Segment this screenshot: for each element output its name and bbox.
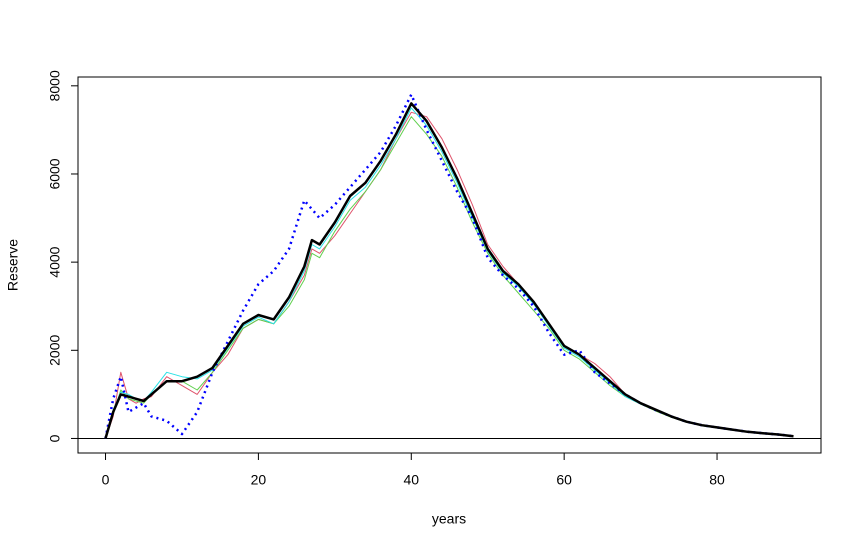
y-tick-label: 6000: [47, 158, 63, 189]
series-line: [104, 102, 794, 439]
y-tick-label: 4000: [47, 246, 63, 277]
series-line: [105, 107, 794, 439]
x-tick-label: 60: [556, 472, 572, 488]
plot-box: [77, 76, 822, 454]
x-tick-label: 0: [102, 472, 110, 488]
x-tick-label: 80: [709, 472, 725, 488]
x-tick-label: 40: [403, 472, 419, 488]
y-tick-label: 2000: [47, 335, 63, 366]
x-tick-label: 20: [251, 472, 267, 488]
x-axis-label: years: [432, 511, 466, 527]
y-axis-label: Reserve: [5, 239, 21, 291]
y-tick-label: 0: [47, 434, 63, 442]
y-tick-label: 8000: [47, 70, 63, 101]
series-line: [104, 93, 794, 439]
